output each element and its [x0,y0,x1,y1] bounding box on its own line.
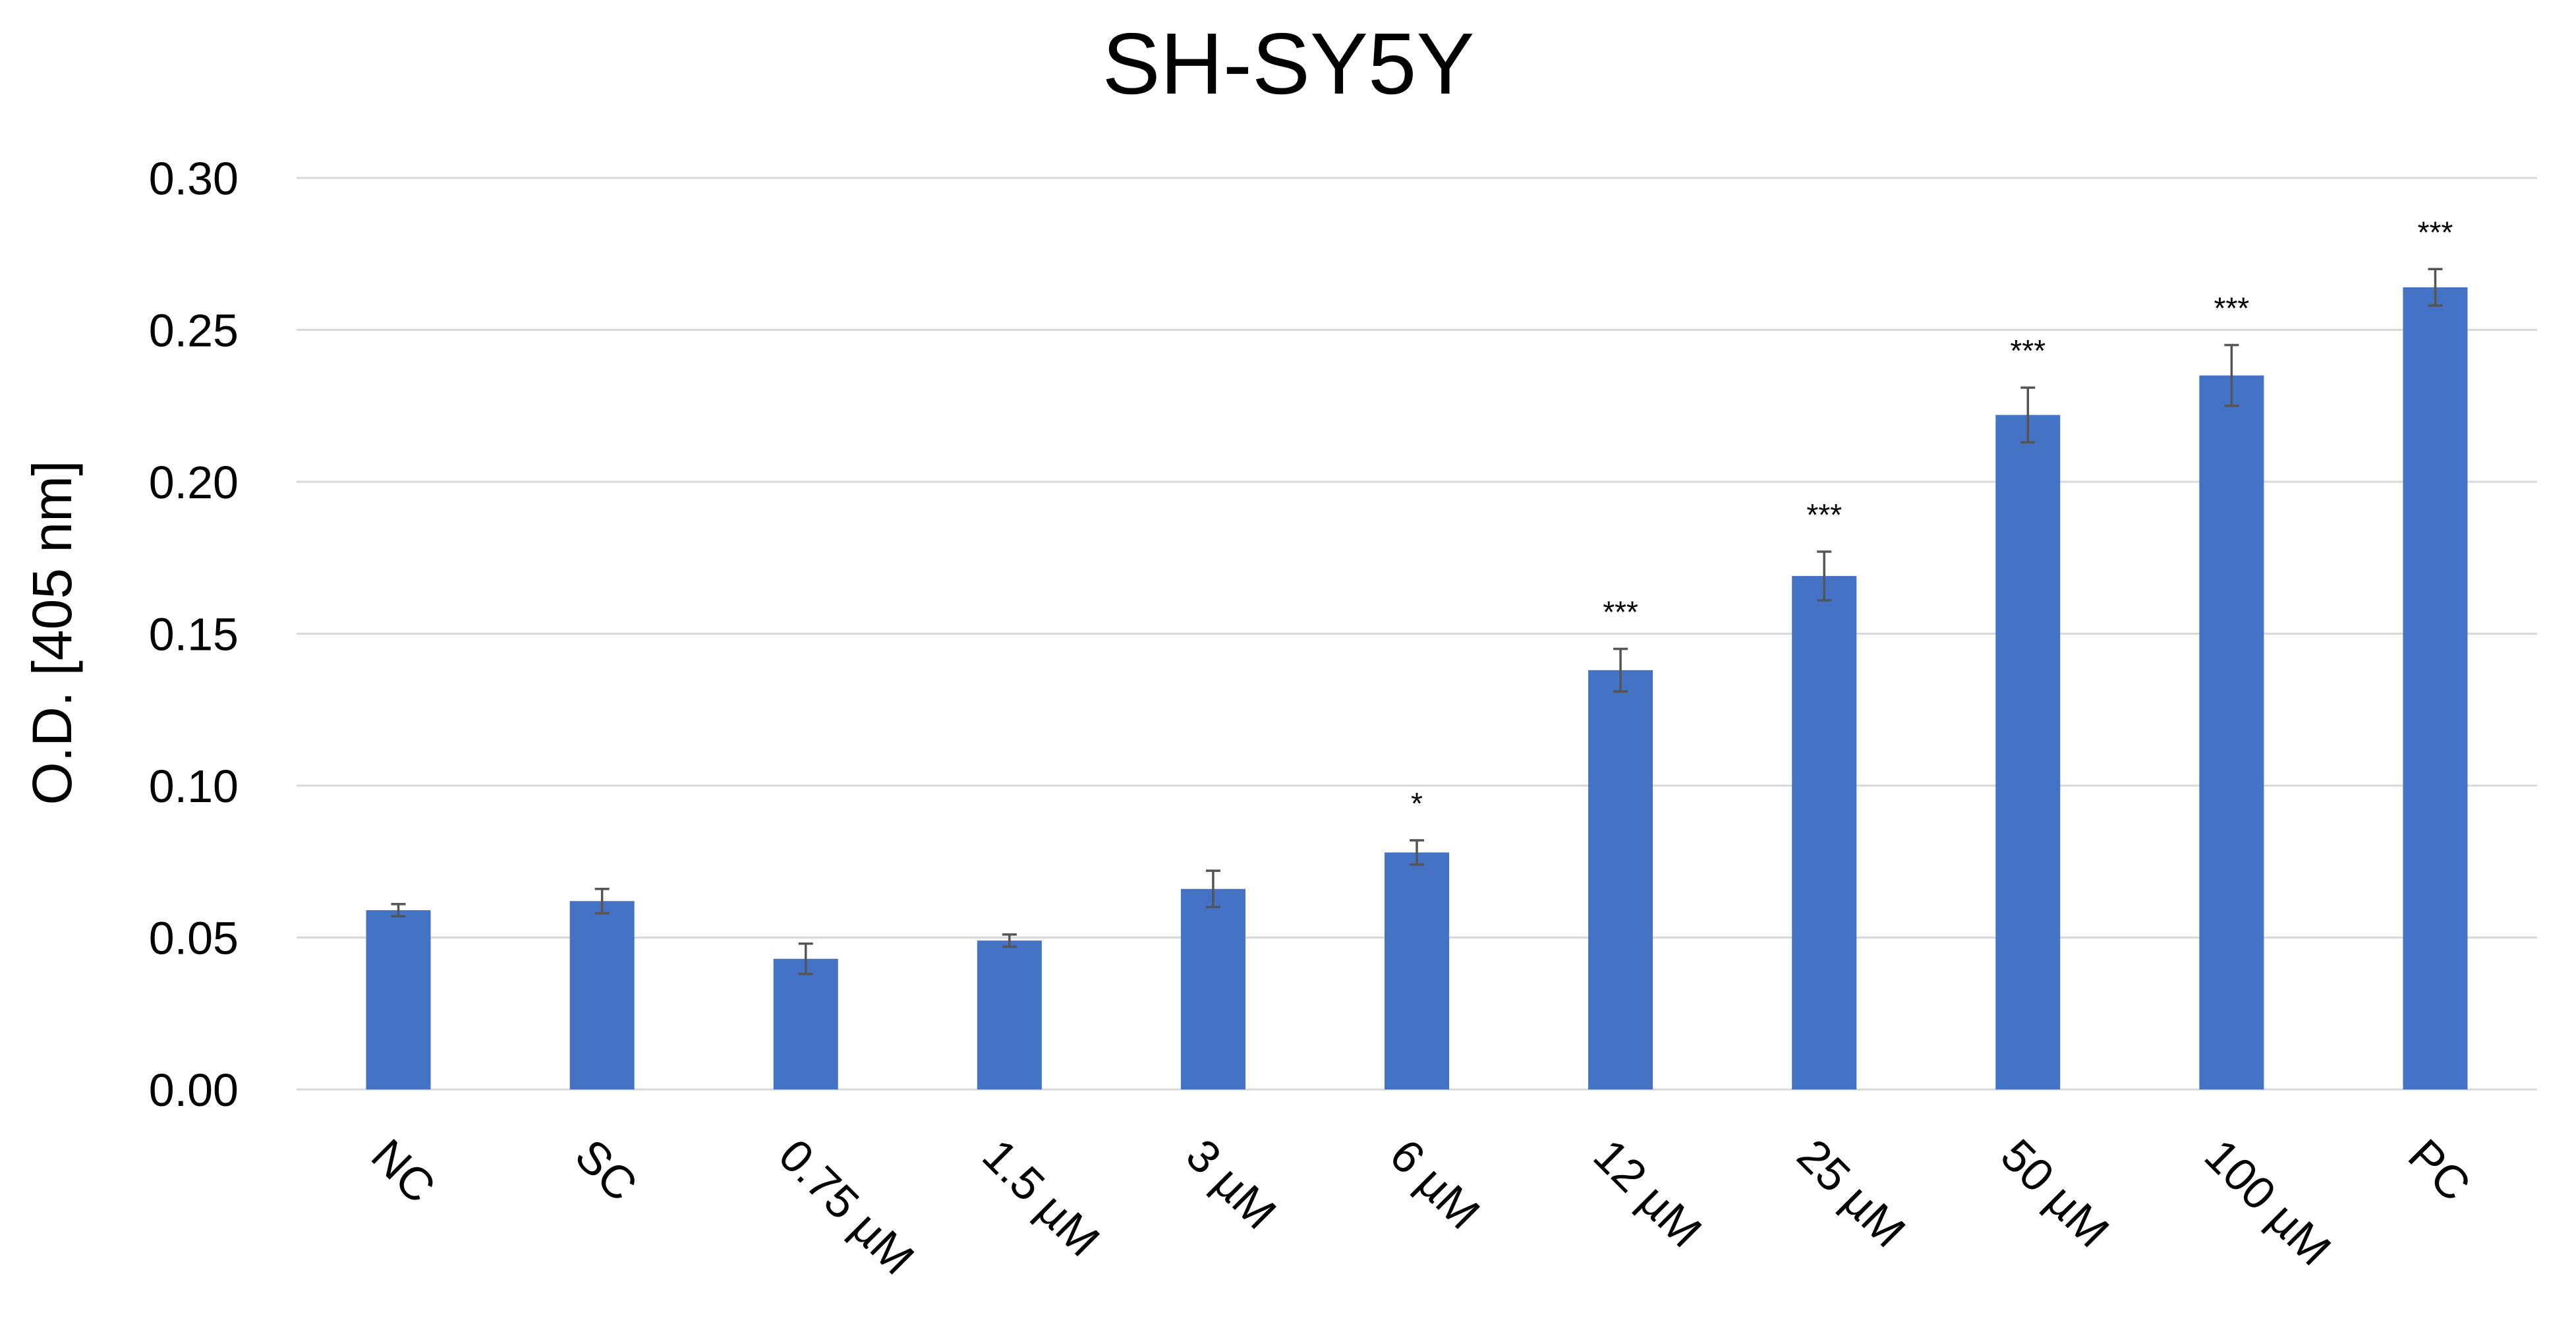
error-bar [1205,869,1220,909]
x-tick-label: 1.5 µM [973,1129,1109,1265]
significance-label: *** [1603,595,1638,629]
gridlines [297,177,2537,1091]
significance-label: *** [2418,215,2453,249]
bar [1588,670,1653,1089]
significance-label: * [1411,786,1423,821]
x-tick-label: 6 µM [1380,1129,1489,1238]
bar [977,941,1042,1089]
y-tick-label: 0.25 [149,305,239,357]
y-tick-label: 0.30 [149,153,239,204]
bar [569,901,635,1089]
error-bar [594,887,610,915]
x-tick-label: PC [2399,1129,2480,1211]
significance-label: *** [2010,333,2046,368]
significance-label: *** [2214,291,2250,326]
chart-title: SH-SY5Y [1102,15,1475,112]
x-tick-label: 3 µM [1176,1129,1286,1238]
bar [2199,375,2264,1089]
y-axis-label: O.D. [405 nm] [21,461,83,805]
y-tick-label: 0.10 [149,761,239,812]
y-tick-label: 0.20 [149,457,239,508]
bar [2403,287,2468,1090]
error-bar [2224,343,2239,407]
y-tick-label: 0.05 [149,913,239,964]
x-tick-label: 12 µM [1584,1129,1711,1257]
error-bar [2020,386,2036,444]
bars [366,287,2468,1090]
x-tick-label: 0.75 µM [769,1129,924,1284]
x-tick-label: NC [362,1129,445,1213]
bar [1792,575,1857,1089]
x-tick-label: 25 µM [1788,1129,1916,1257]
bar [366,910,431,1089]
x-tick-label: SC [565,1129,647,1211]
bar [1995,415,2061,1089]
error-bar [1002,933,1017,948]
significance-label: *** [1806,498,1842,532]
y-tick-label: 0.15 [149,609,239,660]
error-bar [391,903,406,917]
y-tick-label: 0.00 [149,1064,239,1116]
bar [1385,852,1449,1089]
error-bars [391,268,2443,975]
y-tick-labels: 0.00 0.05 0.10 0.15 0.20 0.25 0.30 [149,153,239,1116]
error-bar [798,942,813,975]
error-bar [2428,268,2443,307]
x-tick-labels: NC SC 0.75 µM 1.5 µM 3 µM 6 µM 12 µM 25 µM 50 µM… [362,1129,2480,1284]
x-tick-label: 100 µM [2195,1129,2341,1275]
bar [773,958,838,1089]
error-bar [1410,839,1424,866]
significance-labels: **************** [1411,215,2453,821]
x-tick-label: 50 µM [1991,1129,2119,1257]
error-bar [1613,647,1628,693]
bar [1180,888,1245,1089]
error-bar [1817,550,1832,602]
